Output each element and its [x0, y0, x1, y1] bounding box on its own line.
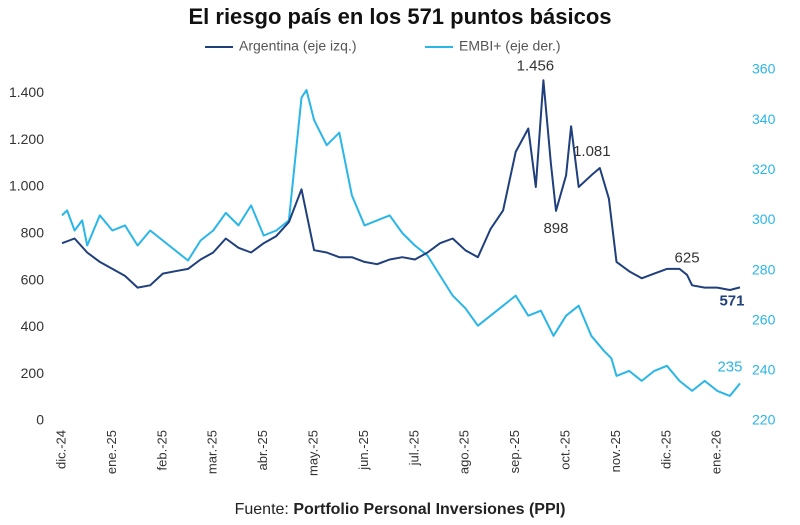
y2-tick-label: 320: [752, 161, 776, 177]
y2-tick-label: 260: [752, 311, 776, 327]
y2-tick-label: 360: [752, 61, 776, 77]
x-tick-label: sep.-25: [507, 430, 522, 473]
chart-title: El riesgo país en los 571 puntos básicos: [188, 4, 611, 29]
y2-tick-label: 240: [752, 362, 776, 378]
y-tick-label: 1.200: [9, 131, 44, 147]
y2-tick-label: 220: [752, 412, 776, 428]
y-tick-label: 1.000: [9, 178, 44, 194]
x-tick-label: feb.-25: [154, 430, 169, 470]
y2-tick-label: 300: [752, 211, 776, 227]
y-tick-label: 0: [36, 412, 44, 428]
x-tick-label: jun.-25: [356, 430, 371, 471]
y-tick-label: 800: [21, 225, 45, 241]
x-tick-label: jul.-25: [406, 430, 421, 466]
y-tick-label: 200: [21, 365, 45, 381]
x-tick-label: may.-25: [305, 430, 320, 476]
annotation: 1.081: [573, 143, 611, 160]
annotation: 625: [675, 250, 700, 267]
series-line: [61, 89, 741, 397]
series-line: [61, 79, 741, 291]
y-tick-label: 600: [21, 271, 45, 287]
x-tick-label: dic.-24: [53, 430, 68, 469]
y2-tick-label: 340: [752, 111, 776, 127]
y-tick-label: 400: [21, 318, 45, 334]
source-label: Fuente:: [235, 501, 289, 518]
x-tick-label: ene.-26: [709, 430, 724, 474]
x-tick-label: dic.-25: [658, 430, 673, 469]
source-name: Portfolio Personal Inversiones (PPI): [293, 501, 565, 518]
legend-label: EMBI+ (eje der.): [459, 38, 561, 54]
source: Fuente: Portfolio Personal Inversiones (…: [235, 501, 566, 518]
x-tick-label: abr.-25: [255, 430, 270, 470]
x-tick-label: oct.-25: [558, 430, 573, 470]
y-tick-label: 1.400: [9, 84, 44, 100]
annotation: 571: [719, 292, 744, 309]
y2-tick-label: 280: [752, 261, 776, 277]
x-tick-label: ago.-25: [457, 430, 472, 474]
x-tick-label: nov.-25: [608, 430, 623, 472]
annotation: 1.456: [517, 57, 555, 74]
x-tick-label: ene.-25: [104, 430, 119, 474]
annotation: 235: [717, 358, 742, 375]
annotation: 898: [543, 220, 568, 237]
legend-label: Argentina (eje izq.): [239, 38, 357, 54]
x-tick-label: mar.-25: [205, 430, 220, 474]
